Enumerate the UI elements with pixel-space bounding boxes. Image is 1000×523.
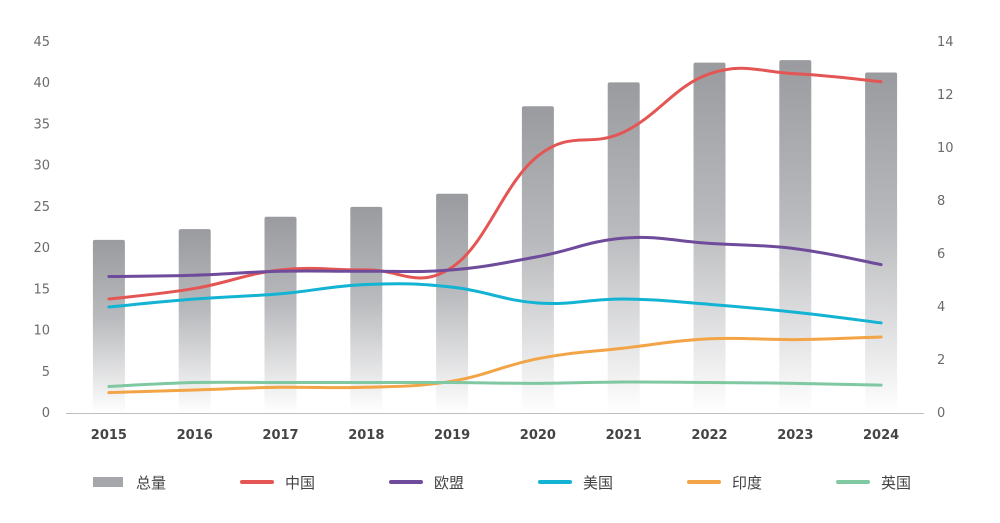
right-tick-label: 4 [937, 300, 945, 315]
left-tick-label: 30 [33, 159, 50, 174]
axes: 0 5 10 15 20 25 30 35 40 45 0 2 4 6 8 10 12 14 2015 2016 201… [33, 35, 953, 443]
legend-label: 中国 [285, 474, 315, 492]
series-line-印度 [107, 335, 883, 395]
left-tick-label: 25 [33, 200, 50, 215]
left-tick-label: 5 [42, 365, 50, 380]
right-tick-label: 12 [937, 88, 954, 103]
right-tick-label: 10 [937, 141, 954, 156]
bar-2018 [350, 206, 383, 413]
legend-swatch-总量 [93, 477, 123, 487]
series-line-中国 [107, 66, 883, 301]
x-tick-label: 2023 [777, 428, 813, 443]
legend-label: 英国 [881, 474, 911, 492]
left-tick-label: 40 [33, 76, 50, 91]
x-tick-label: 2016 [177, 428, 213, 443]
series-line-欧盟 [107, 235, 883, 279]
bar-2017 [264, 216, 297, 413]
bar-2022 [693, 62, 726, 413]
left-tick-label: 10 [33, 324, 50, 339]
legend-label: 欧盟 [434, 474, 464, 492]
bar-2015 [92, 239, 125, 413]
x-tick-label: 2015 [91, 428, 127, 443]
left-tick-label: 20 [33, 241, 50, 256]
x-tick-label: 2022 [691, 428, 727, 443]
bar-2016 [178, 229, 211, 413]
legend-label: 美国 [583, 474, 613, 492]
x-tick-label: 2017 [262, 428, 298, 443]
right-tick-label: 6 [937, 247, 945, 262]
left-tick-label: 15 [33, 282, 50, 297]
series-line-美国 [107, 282, 883, 325]
left-tick-label: 35 [33, 117, 50, 132]
legend: 总量 中国 欧盟 美国 印度 英国 [93, 474, 911, 492]
bar-2021 [607, 82, 640, 414]
right-tick-label: 2 [937, 353, 945, 368]
series-line-英国 [107, 380, 883, 388]
left-tick-label: 45 [33, 35, 50, 50]
line-series-group [107, 66, 883, 395]
x-tick-label: 2018 [348, 428, 384, 443]
x-tick-label: 2021 [606, 428, 642, 443]
x-tick-label: 2024 [863, 428, 899, 443]
bar-2019 [436, 193, 469, 413]
legend-label: 印度 [732, 474, 762, 492]
legend-label: 总量 [136, 474, 166, 492]
left-tick-label: 0 [42, 406, 50, 421]
bar-2020 [521, 106, 554, 413]
x-tick-label: 2020 [520, 428, 556, 443]
right-tick-label: 0 [937, 406, 945, 421]
x-tick-label: 2019 [434, 428, 470, 443]
bar-2023 [779, 60, 812, 413]
right-tick-label: 14 [937, 35, 954, 50]
bar-2024 [865, 72, 898, 413]
right-tick-label: 8 [937, 194, 945, 209]
bar-series [92, 60, 898, 414]
